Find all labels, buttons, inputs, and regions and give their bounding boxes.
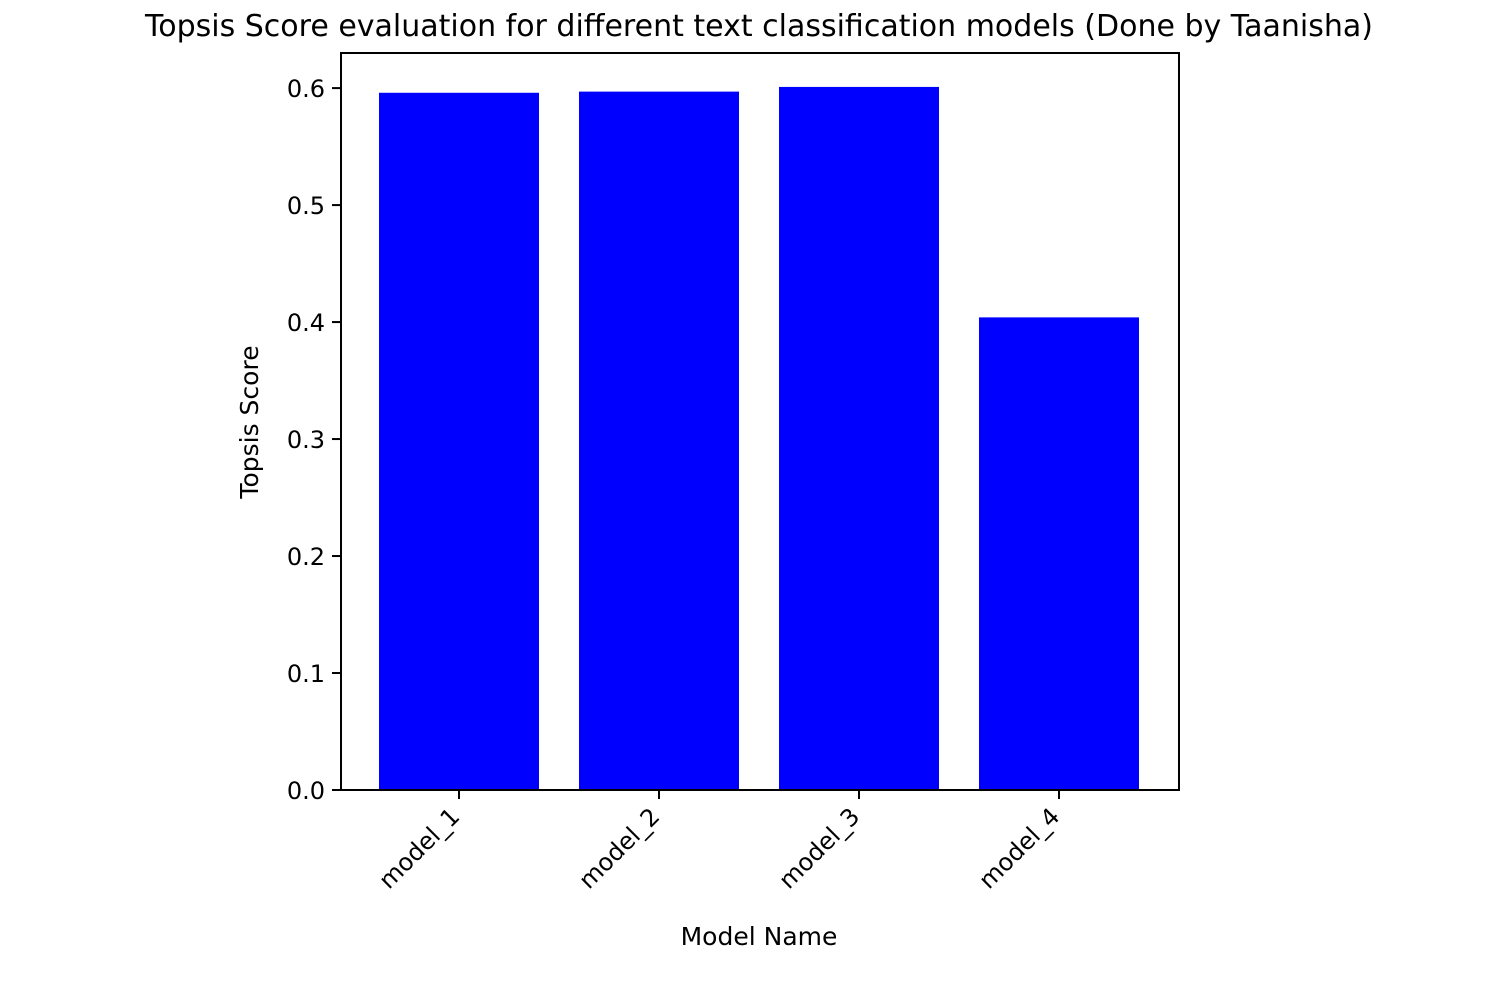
y-axis: 0.0 0.1 0.2 0.3 0.4 0.5 0.6 <box>287 75 341 805</box>
plot-frame <box>340 52 1180 791</box>
bar-model_3 <box>779 86 939 790</box>
y-tick-label: 0.1 <box>287 660 325 688</box>
y-axis-label: Topsis Score <box>235 345 264 499</box>
y-tick-label: 0.6 <box>287 75 325 103</box>
x-tick-label: model_2 <box>573 802 665 894</box>
x-tick-label: model_4 <box>973 802 1065 894</box>
y-tick-label: 0.4 <box>287 309 325 337</box>
x-axis: model_1 model_2 model_3 model_4 <box>373 790 1065 894</box>
bar-group <box>379 86 1139 791</box>
bar-model_2 <box>579 91 739 791</box>
y-tick-label: 0.0 <box>287 777 325 805</box>
y-tick-label: 0.2 <box>287 543 325 571</box>
x-tick-label: model_3 <box>773 802 865 894</box>
bar-model_4 <box>979 317 1139 790</box>
y-tick-label: 0.5 <box>287 192 325 220</box>
x-axis-label: Model Name <box>681 922 838 951</box>
y-tick-label: 0.3 <box>287 426 325 454</box>
chart-title: Topsis Score evaluation for different te… <box>144 9 1373 44</box>
x-tick-label: model_1 <box>373 802 465 894</box>
bar-model_1 <box>379 92 539 791</box>
